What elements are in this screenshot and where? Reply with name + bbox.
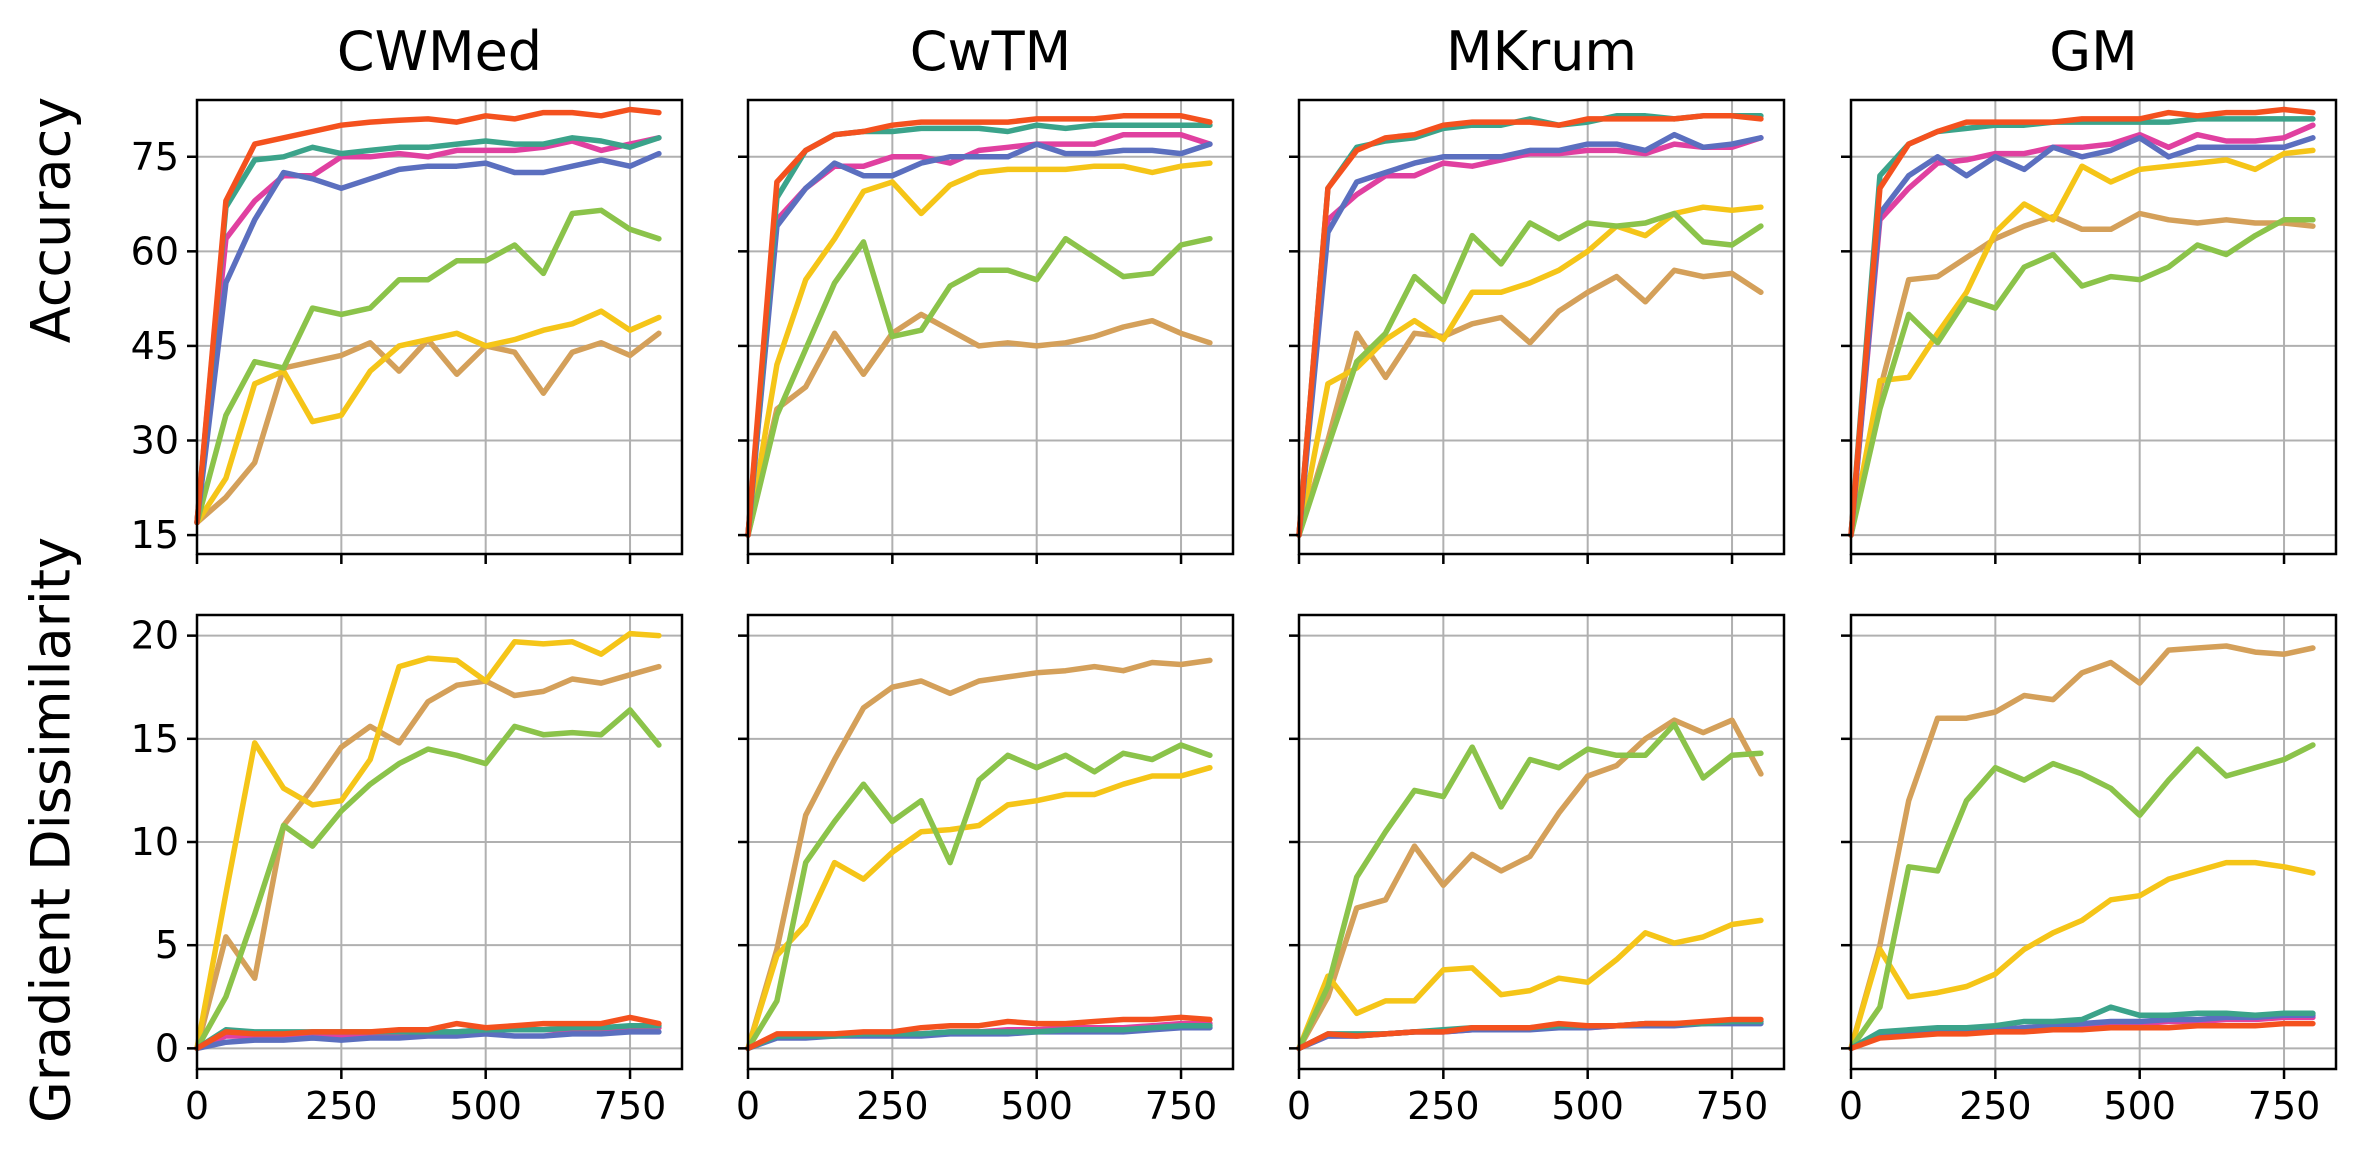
series-line [1296,131,1764,538]
series-line [1848,106,2316,538]
x-tick-label: 0 [185,1084,209,1128]
series-line [1848,1020,2316,1052]
x-tick-label: 750 [1696,1084,1769,1128]
series-line [745,764,1213,1052]
panel-title: CWMed [337,20,542,83]
y-tick-label: 75 [131,135,179,179]
series-line [1848,135,2316,538]
series-line [745,141,1213,538]
panel-title: GM [2049,20,2137,83]
x-tick-label: 250 [856,1084,929,1128]
series-line [1296,204,1764,538]
subplot: 15 30 45 60 75 [131,98,684,564]
series-line [1848,742,2316,1052]
series-line [745,113,1213,538]
series-line [745,131,1213,538]
series-line [194,135,662,526]
x-tick-label: 250 [1959,1084,2032,1128]
x-tick-label: 250 [1407,1084,1480,1128]
panel-title: MKrum [1446,20,1637,83]
subplot: 0 250 500 750 [736,613,1235,1128]
y-axis-label: Accuracy [20,97,83,344]
series-line [745,1014,1213,1052]
series-line [194,207,662,526]
series-line [1296,210,1764,538]
x-tick-label: 250 [305,1084,378,1128]
series-line [1296,135,1764,538]
subplot: 0 250 500 750 [1839,613,2338,1128]
series-line [194,630,662,1052]
series-line [1848,210,2316,538]
x-tick-label: 750 [2248,1084,2321,1128]
x-tick-label: 500 [449,1084,522,1128]
x-tick-label: 750 [1145,1084,1218,1128]
subplot [738,98,1235,564]
x-tick-label: 0 [1839,1084,1863,1128]
series-line [1848,217,2316,538]
y-tick-label: 45 [131,324,179,368]
series-line [745,742,1213,1052]
y-tick-label: 20 [131,614,179,658]
series-line [194,1014,662,1052]
series-line [1848,122,2316,538]
x-tick-label: 0 [736,1084,760,1128]
series-line [1296,1016,1764,1052]
y-tick-label: 30 [131,419,179,463]
series-line [194,308,662,526]
series-line [745,160,1213,538]
series-line [1848,1004,2316,1052]
y-tick-label: 5 [155,923,179,967]
subplot [1841,98,2338,564]
x-tick-label: 500 [1000,1084,1073,1128]
y-tick-label: 15 [131,513,179,557]
plot-frame [1849,98,2338,556]
series-line [194,150,662,526]
series-line [194,106,662,526]
y-tick-label: 10 [131,820,179,864]
plot-frame [1297,98,1786,556]
series-line [194,663,662,1052]
subplot [1289,98,1786,564]
subplot: 0 250 500 750 0 5 10 15 20 [131,614,684,1128]
panel-title: CwTM [910,20,1071,83]
series-line [1296,267,1764,538]
series-line [745,657,1213,1052]
series-line [1296,113,1764,538]
series-line [745,235,1213,538]
series-line [1296,717,1764,1052]
y-tick-label: 15 [131,717,179,761]
y-tick-label: 0 [155,1026,179,1070]
x-tick-label: 750 [594,1084,667,1128]
series-line [745,1022,1213,1052]
series-line [1848,643,2316,1052]
y-axis-label: Gradient Dissimilarity [20,537,83,1123]
series-line [194,1029,662,1052]
series-line [1848,147,2316,538]
y-tick-label: 60 [131,229,179,273]
series-line [1296,917,1764,1052]
subplot: 0 250 500 750 [1287,613,1786,1128]
plot-frame [195,98,684,556]
plot-frame [746,98,1235,556]
series-line [1296,721,1764,1052]
series-line [745,122,1213,538]
series-line [194,135,662,526]
series-line [745,311,1213,538]
x-tick-label: 0 [1287,1084,1311,1128]
x-tick-label: 500 [2103,1084,2176,1128]
series-line [1848,859,2316,1052]
x-tick-label: 500 [1551,1084,1624,1128]
series-line [194,707,662,1052]
